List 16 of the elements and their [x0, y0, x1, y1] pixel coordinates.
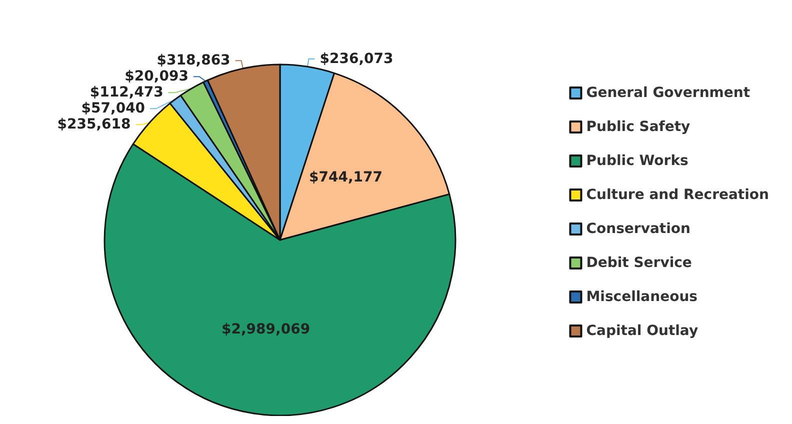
legend-label: Public Safety — [586, 119, 690, 135]
legend-label: Miscellaneous — [586, 289, 698, 305]
data-label: $57,040 — [81, 100, 146, 117]
data-label: $112,473 — [90, 84, 164, 101]
data-label: $2,989,069 — [221, 322, 310, 338]
legend-label: Capital Outlay — [586, 323, 698, 339]
legend-label: Conservation — [586, 221, 690, 237]
legend-label: Culture and Recreation — [586, 187, 769, 203]
data-label: $318,863 — [156, 52, 230, 69]
data-label: $20,093 — [124, 68, 188, 85]
legend-label: General Government — [586, 85, 750, 101]
data-label: $235,618 — [57, 116, 131, 133]
legend-label: Public Works — [586, 153, 688, 169]
legend-label: Debit Service — [586, 255, 692, 271]
data-label: $744,177 — [308, 169, 383, 186]
data-label: $236,073 — [320, 50, 394, 67]
